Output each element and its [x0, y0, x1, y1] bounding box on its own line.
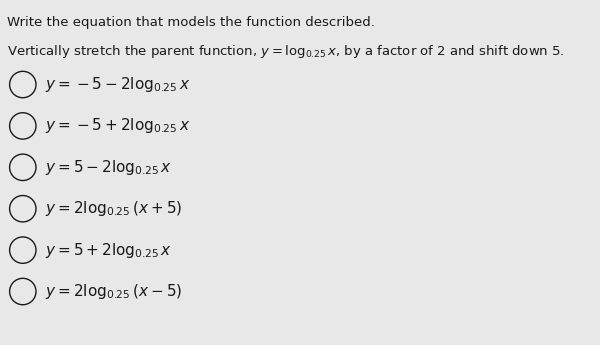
- Text: $y = 2\log_{0.25}(x - 5)$: $y = 2\log_{0.25}(x - 5)$: [45, 282, 182, 301]
- Text: Write the equation that models the function described.: Write the equation that models the funct…: [7, 16, 375, 29]
- Text: $y = 5 + 2\log_{0.25} x$: $y = 5 + 2\log_{0.25} x$: [45, 240, 172, 260]
- Text: $y = 2\log_{0.25}(x + 5)$: $y = 2\log_{0.25}(x + 5)$: [45, 199, 182, 218]
- Text: $y = -5 - 2\log_{0.25} x$: $y = -5 - 2\log_{0.25} x$: [45, 75, 191, 94]
- Text: $y = -5 + 2\log_{0.25} x$: $y = -5 + 2\log_{0.25} x$: [45, 116, 191, 136]
- Text: Vertically stretch the parent function, $y = \log_{0.25} x$, by a factor of 2 an: Vertically stretch the parent function, …: [7, 43, 565, 60]
- Text: $y = 5 - 2\log_{0.25} x$: $y = 5 - 2\log_{0.25} x$: [45, 158, 172, 177]
